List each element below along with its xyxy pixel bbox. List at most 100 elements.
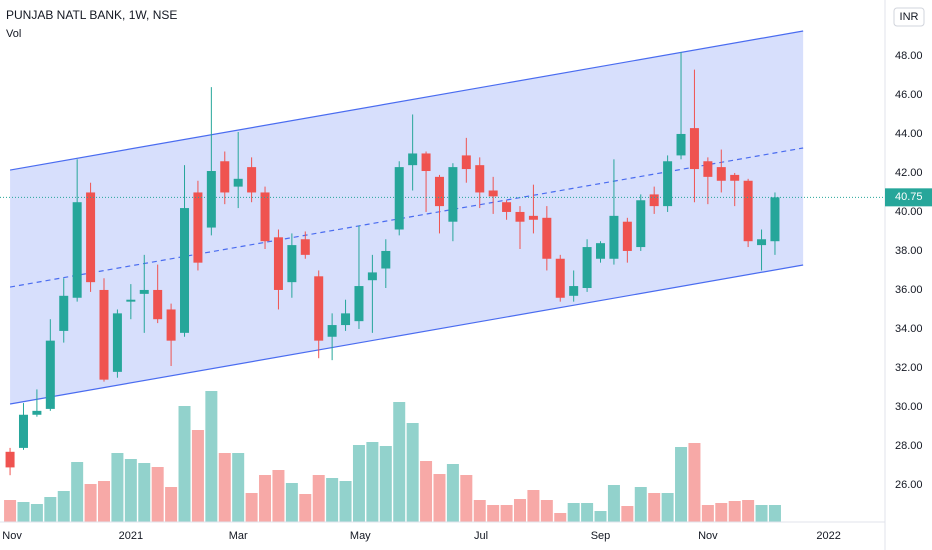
volume-bar xyxy=(138,463,151,522)
channel-fill xyxy=(10,31,804,405)
volume-bar xyxy=(245,493,258,522)
candle-body xyxy=(582,247,592,289)
currency-badge[interactable] xyxy=(893,7,925,27)
volume-bar xyxy=(554,513,567,522)
last-price-label: 40.75 xyxy=(895,191,923,203)
candle-body xyxy=(126,299,136,302)
candle-body xyxy=(596,243,606,259)
x-tick-label: 2022 xyxy=(816,530,840,542)
candle-body xyxy=(247,167,257,193)
candle-body xyxy=(555,258,565,298)
candle-body xyxy=(622,221,632,251)
candle-body xyxy=(569,286,579,296)
candle-body xyxy=(770,197,780,242)
x-tick-label: Nov xyxy=(2,530,22,542)
candle-body xyxy=(86,192,96,283)
volume-bar xyxy=(259,475,272,522)
y-tick-label: 36.00 xyxy=(895,284,923,296)
candle-body xyxy=(475,165,485,193)
volume-bar xyxy=(500,505,513,522)
candle-body xyxy=(743,180,753,242)
candle-body xyxy=(193,192,203,263)
candle-body xyxy=(408,153,418,166)
candle-body xyxy=(139,289,149,294)
volume-bar xyxy=(191,430,204,522)
candle-body xyxy=(112,313,122,372)
volume-bar xyxy=(326,478,339,522)
volume-label: Vol xyxy=(6,28,21,40)
volume-bar xyxy=(701,505,714,522)
chart-title: PUNJAB NATL BANK, 1W, NSE xyxy=(6,8,177,22)
volume-bar xyxy=(299,494,312,522)
volume-bar xyxy=(339,481,352,522)
candle-body xyxy=(515,211,525,222)
candle-body xyxy=(730,174,740,181)
y-tick-label: 34.00 xyxy=(895,323,923,335)
y-tick-label: 38.00 xyxy=(895,245,923,257)
candle-body xyxy=(59,295,69,331)
x-tick-label: May xyxy=(350,530,371,542)
volume-bar xyxy=(97,481,110,522)
volume-bar xyxy=(84,484,97,522)
volume-bar xyxy=(272,470,285,522)
candle-body xyxy=(287,245,297,283)
volume-bar xyxy=(205,391,218,522)
channel-lower xyxy=(9,264,804,405)
candle-body xyxy=(367,272,377,281)
volume-bar xyxy=(567,503,580,522)
candle-body xyxy=(32,410,42,415)
volume-bar xyxy=(634,487,647,522)
volume-bar xyxy=(755,505,768,522)
volume-bar xyxy=(379,446,392,522)
candle-body xyxy=(663,161,673,207)
volume-bar xyxy=(111,453,124,522)
volume-bar xyxy=(513,499,526,522)
volume-bar xyxy=(124,459,137,522)
volume-bar xyxy=(446,464,459,522)
candle-body xyxy=(5,451,15,468)
candle-body xyxy=(502,202,512,212)
candle-body xyxy=(166,309,176,341)
candle-body xyxy=(649,194,659,207)
volume-bar xyxy=(540,500,553,522)
candle-body xyxy=(314,276,324,341)
volume-bar xyxy=(715,503,728,522)
candle-body xyxy=(757,239,767,246)
x-tick-label: Mar xyxy=(229,530,248,542)
volume-bar xyxy=(178,406,191,522)
volume-bar xyxy=(312,475,325,522)
volume-bar xyxy=(527,490,540,522)
candle-body xyxy=(260,192,270,242)
candle-body xyxy=(542,217,552,259)
candle-body xyxy=(327,325,337,337)
volume-bar xyxy=(621,506,634,522)
candle-body xyxy=(273,237,283,290)
candle-body xyxy=(609,215,619,259)
volume-bar xyxy=(768,505,781,522)
volume-bar xyxy=(406,423,419,522)
volume-bar xyxy=(218,453,231,522)
y-tick-label: 28.00 xyxy=(895,440,923,452)
x-tick-label: Sep xyxy=(591,530,611,542)
volume-bar xyxy=(71,462,84,522)
y-tick-label: 48.00 xyxy=(895,50,923,62)
x-tick-label: Jul xyxy=(474,530,488,542)
volume-bar xyxy=(675,447,688,522)
candle-body xyxy=(354,286,364,322)
volume-bar xyxy=(366,442,379,522)
volume-bar xyxy=(232,453,245,522)
candle-body xyxy=(341,313,351,326)
candle-body xyxy=(153,289,163,320)
candle-body xyxy=(703,161,713,177)
currency-label: INR xyxy=(900,11,919,23)
candle-body xyxy=(45,340,55,409)
candle-body xyxy=(99,289,109,380)
volume-bar xyxy=(728,501,741,522)
volume-bar xyxy=(420,461,433,522)
volume-bar xyxy=(487,505,500,522)
candle-body xyxy=(434,176,444,207)
candle-body xyxy=(394,167,404,230)
candle-body xyxy=(180,208,190,333)
candle-body xyxy=(206,171,216,228)
